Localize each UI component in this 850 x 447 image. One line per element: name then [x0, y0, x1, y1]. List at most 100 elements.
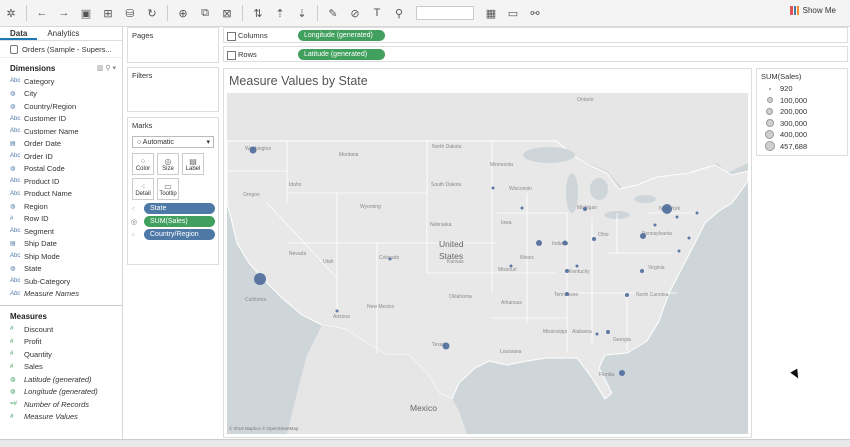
state-mark[interactable]: [335, 309, 339, 313]
state-mark[interactable]: [592, 237, 596, 241]
color-button[interactable]: ⁘ Color: [132, 153, 154, 175]
swap-rows-columns-icon[interactable]: ⇅: [253, 7, 263, 20]
sort-ascending-icon[interactable]: ⇡: [275, 7, 285, 20]
measure-field[interactable]: # Discount: [0, 323, 122, 336]
size-button[interactable]: ◎ Size: [157, 153, 179, 175]
longitude-pill[interactable]: Longitude (generated): [298, 29, 385, 41]
state-mark[interactable]: [640, 269, 644, 273]
rows-shelf[interactable]: Rows Latitude (generated): [223, 46, 848, 62]
duplicate-sheet-icon[interactable]: ⧉: [201, 6, 209, 19]
state-mark[interactable]: [509, 264, 513, 268]
show-me-button[interactable]: Show Me: [789, 6, 836, 15]
measure-field[interactable]: # Measure Values: [0, 411, 122, 424]
pause-updates-icon[interactable]: ⛁: [125, 7, 135, 20]
measure-field[interactable]: ◍ Latitude (generated): [0, 373, 122, 386]
tableau-logo-icon[interactable]: ✲: [6, 7, 16, 20]
state-mark[interactable]: [640, 233, 646, 239]
tab-analytics[interactable]: Analytics: [47, 29, 80, 38]
columns-shelf[interactable]: Columns Longitude (generated): [223, 27, 848, 43]
dimension-field[interactable]: Abc Sub-Category: [0, 275, 122, 288]
state-mark[interactable]: [662, 204, 672, 214]
map-label: Ontario: [577, 97, 594, 103]
state-mark[interactable]: [254, 273, 266, 285]
state-mark[interactable]: [249, 146, 257, 154]
dimension-field[interactable]: Abc Measure Names: [0, 288, 122, 301]
tab-data[interactable]: Data: [0, 27, 38, 40]
dimension-field[interactable]: Abc Product ID: [0, 175, 122, 188]
dimension-field[interactable]: ▤ Ship Date: [0, 238, 122, 251]
datasource-item[interactable]: Orders (Sample - Supers...: [0, 41, 122, 58]
map[interactable]: Washington Montana North Dakota Minnesota Or…: [227, 93, 748, 434]
state-mark[interactable]: [583, 207, 587, 211]
undo-icon[interactable]: ←: [36, 7, 48, 19]
group-members-icon[interactable]: ⊘: [350, 7, 360, 20]
country-region-pill[interactable]: Country/Region: [144, 229, 215, 240]
measure-field-label: Longitude (generated): [24, 387, 98, 397]
dimension-field[interactable]: Abc Ship Mode: [0, 250, 122, 263]
state-mark[interactable]: [695, 211, 699, 215]
state-mark[interactable]: [565, 292, 569, 296]
clear-sheet-icon[interactable]: ⊠: [222, 7, 232, 20]
state-mark[interactable]: [675, 215, 679, 219]
dimension-field[interactable]: ◍ Country/Region: [0, 100, 122, 113]
state-mark[interactable]: [677, 249, 681, 253]
sheet-tab-bar[interactable]: [0, 439, 850, 447]
dimension-field[interactable]: Abc Customer Name: [0, 125, 122, 138]
share-icon[interactable]: ⚯: [530, 7, 540, 20]
dimension-field[interactable]: # Row ID: [0, 213, 122, 226]
state-mark[interactable]: [388, 257, 392, 261]
mark-type-dropdown[interactable]: ○ Automatic ▾: [132, 136, 214, 148]
latitude-pill[interactable]: Latitude (generated): [298, 48, 385, 60]
presentation-mode-icon[interactable]: ▭: [507, 7, 519, 20]
state-mark[interactable]: [520, 206, 524, 210]
detail-button[interactable]: ⁖ Detail: [132, 178, 154, 200]
state-mark[interactable]: [625, 293, 629, 297]
dimension-field[interactable]: Abc Customer ID: [0, 113, 122, 126]
dimension-field[interactable]: Abc Order ID: [0, 150, 122, 163]
tooltip-button[interactable]: ▭ Tooltip: [157, 178, 179, 200]
measure-field[interactable]: # Sales: [0, 361, 122, 374]
new-worksheet-icon[interactable]: ⊕: [178, 7, 188, 20]
new-datasource-icon[interactable]: ⊞: [103, 7, 113, 20]
state-mark[interactable]: [653, 223, 657, 227]
fit-dropdown[interactable]: [416, 6, 474, 20]
show-cards-icon[interactable]: ▦: [485, 7, 497, 20]
measure-field[interactable]: # Quantity: [0, 348, 122, 361]
measure-field[interactable]: =# Number of Records: [0, 398, 122, 411]
dimension-field[interactable]: ▤ Order Date: [0, 138, 122, 151]
label-button[interactable]: ▤ Label: [182, 153, 204, 175]
filters-shelf[interactable]: Filters: [127, 67, 219, 112]
dimension-field[interactable]: Abc Category: [0, 75, 122, 88]
fix-axes-icon[interactable]: ⚲: [394, 7, 404, 20]
state-mark[interactable]: [442, 342, 450, 350]
measure-field-label: Number of Records: [24, 399, 90, 409]
state-pill[interactable]: State: [144, 203, 215, 214]
state-mark[interactable]: [595, 332, 599, 336]
show-mark-labels-icon[interactable]: T: [373, 7, 381, 19]
state-mark[interactable]: [619, 370, 625, 376]
state-mark[interactable]: [491, 186, 495, 190]
highlight-icon[interactable]: ✎: [328, 7, 338, 20]
save-icon[interactable]: ▣: [80, 7, 92, 20]
measure-field[interactable]: ◍ Longitude (generated): [0, 386, 122, 399]
state-mark[interactable]: [687, 236, 691, 240]
state-mark[interactable]: [575, 264, 579, 268]
state-mark[interactable]: [565, 269, 569, 273]
refresh-icon[interactable]: ↻: [147, 7, 157, 20]
dimension-field[interactable]: ◍ Postal Code: [0, 163, 122, 176]
sort-descending-icon[interactable]: ⇣: [297, 7, 307, 20]
dimension-field[interactable]: Abc Segment: [0, 225, 122, 238]
pages-shelf[interactable]: Pages: [127, 27, 219, 63]
dimension-field[interactable]: ◍ State: [0, 263, 122, 276]
measure-field[interactable]: # Profit: [0, 336, 122, 349]
field-type-icon: ◍: [10, 266, 16, 273]
search-fields-icon[interactable]: ▥ ⚲ ▾: [96, 65, 116, 72]
dimension-field[interactable]: ◍ City: [0, 88, 122, 101]
sum-sales-pill[interactable]: SUM(Sales): [144, 216, 215, 227]
state-mark[interactable]: [536, 240, 542, 246]
dimension-field[interactable]: Abc Product Name: [0, 188, 122, 201]
state-mark[interactable]: [562, 240, 568, 246]
state-mark[interactable]: [606, 330, 610, 334]
redo-icon[interactable]: →: [58, 7, 70, 19]
dimension-field[interactable]: ◍ Region: [0, 200, 122, 213]
